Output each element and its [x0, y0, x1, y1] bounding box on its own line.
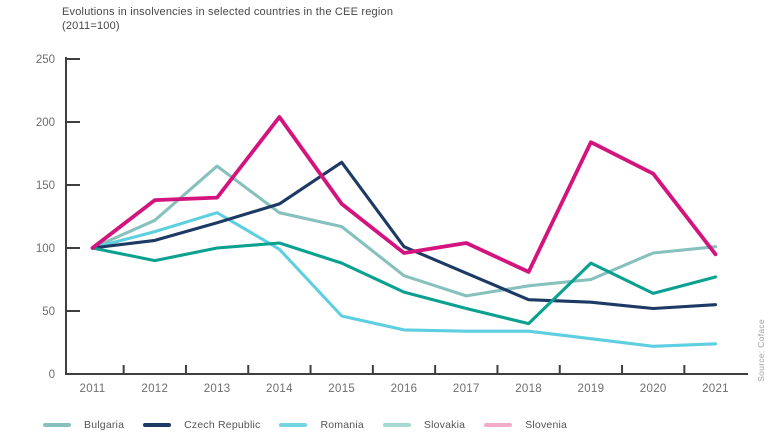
x-axis-label: 2020: [640, 383, 667, 395]
series-line-czech-republic: [90, 160, 718, 311]
x-axis-label: 2015: [328, 383, 355, 395]
legend-swatch: [43, 423, 71, 427]
y-axis-label: 0: [49, 369, 55, 381]
legend-label: Slovenia: [525, 419, 568, 431]
axis-lines: [65, 57, 748, 375]
x-axis-label: 2011: [80, 383, 106, 395]
line-chart-canvas: 0 50 100 150 200 250 2011 2012 2013 2014 2015 2016 2…: [36, 54, 748, 395]
x-axis-label: 2018: [515, 383, 542, 395]
x-axis-label: 2021: [702, 383, 729, 395]
legend-item-slovenia: Slovenia: [484, 419, 567, 431]
legend-item-czech-republic: Czech Republic: [143, 419, 260, 431]
legend-label: Romania: [320, 419, 364, 431]
legend-item-slovakia: Slovakia: [382, 419, 466, 431]
legend-label: Czech Republic: [184, 419, 261, 431]
x-axis-label: 2016: [391, 383, 418, 395]
legend-label: Slovakia: [423, 419, 466, 431]
chart-title: Evolutions in insolvencies in selected c…: [62, 6, 394, 33]
x-axis-label: 2014: [266, 383, 293, 395]
legend-item-romania: Romania: [279, 419, 364, 431]
series-line-romania: [90, 211, 718, 348]
legend-swatch: [382, 423, 411, 427]
x-axis-label: 2017: [453, 383, 480, 395]
legend-label: Bulgaria: [84, 419, 125, 431]
y-axis-label: 200: [36, 117, 55, 129]
y-axis-label: 150: [36, 180, 55, 192]
x-axis-label: 2013: [204, 383, 231, 395]
x-axis-label: 2012: [141, 383, 168, 395]
series-line-bulgaria: [90, 164, 718, 298]
legend-swatch: [143, 423, 172, 427]
x-axis-label: 2019: [578, 383, 605, 395]
legend-item-bulgaria: Bulgaria: [43, 419, 124, 431]
y-axis-label: 50: [42, 306, 55, 318]
chart-legend: Bulgaria Czech Republic Romania Slovakia Slo…: [43, 419, 567, 431]
y-axis-label: 250: [36, 54, 55, 66]
series-line-slovenia: [90, 115, 718, 274]
source-note: Source: Coface: [756, 319, 766, 382]
y-axis-label: 100: [36, 243, 55, 255]
series-line-slovakia: [90, 241, 718, 326]
legend-swatch: [279, 423, 308, 427]
legend-swatch: [484, 423, 513, 427]
